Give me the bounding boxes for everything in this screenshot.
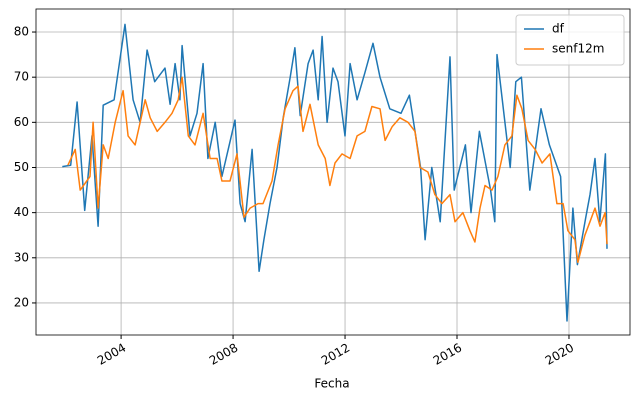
legend-label: senf12m	[552, 42, 604, 56]
legend-label: df	[552, 22, 565, 36]
y-tick-label: 20	[14, 295, 29, 309]
y-tick-label: 40	[14, 205, 29, 219]
x-axis-label: Fecha	[314, 377, 349, 391]
y-tick-label: 60	[14, 115, 29, 129]
line	[67, 76, 608, 264]
y-tick-label: 50	[14, 160, 29, 174]
legend-box	[515, 14, 625, 66]
x-tick-label: 2016	[431, 341, 464, 368]
y-tick-label: 70	[14, 70, 29, 84]
y-tick-label: 30	[14, 250, 29, 264]
x-tick-label: 2008	[207, 341, 240, 368]
y-tick-label: 80	[14, 25, 29, 39]
x-tick-label: 2020	[543, 341, 576, 368]
x-tick-label: 2012	[319, 341, 352, 368]
plot-frame	[35, 8, 631, 336]
x-tick-label: 2004	[95, 341, 128, 368]
line	[62, 23, 608, 322]
